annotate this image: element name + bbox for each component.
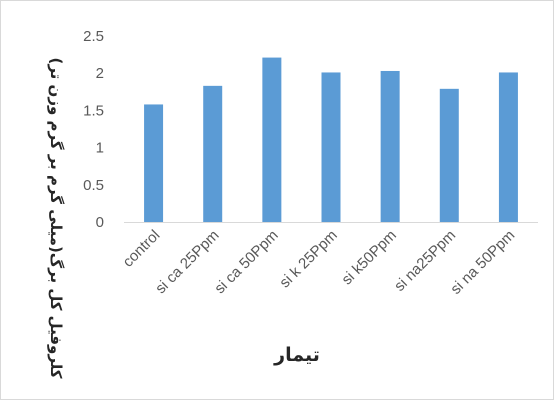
bar bbox=[144, 104, 164, 222]
y-tick-label: 2.5 bbox=[83, 28, 104, 45]
bar bbox=[439, 88, 459, 222]
bar bbox=[380, 70, 400, 222]
y-tick-label: 2 bbox=[96, 65, 104, 82]
y-tick-label: 0.5 bbox=[83, 177, 104, 194]
y-axis-title: کلروفیل کل برگ(میلی گرم بر گرم وزن تر) bbox=[47, 57, 65, 378]
x-category-label: si k 25Ppm bbox=[276, 227, 340, 291]
y-axis-ticks: 0 0.5 1 1.5 2 2.5 bbox=[83, 28, 104, 231]
bar bbox=[498, 72, 518, 223]
x-category-label: si k50Ppm bbox=[338, 227, 400, 289]
x-category-label: si ca 50Ppm bbox=[211, 227, 281, 297]
y-tick-label: 0 bbox=[96, 214, 104, 231]
x-category-label: control bbox=[120, 227, 164, 271]
y-tick-label: 1.5 bbox=[83, 102, 104, 119]
bar-series bbox=[144, 57, 518, 223]
y-tick-label: 1 bbox=[96, 140, 104, 157]
x-category-label: si na 50Ppm bbox=[447, 227, 518, 298]
bar bbox=[321, 72, 341, 223]
bar bbox=[262, 57, 282, 222]
bar bbox=[203, 85, 223, 223]
x-axis-title: تیمار bbox=[273, 344, 320, 366]
